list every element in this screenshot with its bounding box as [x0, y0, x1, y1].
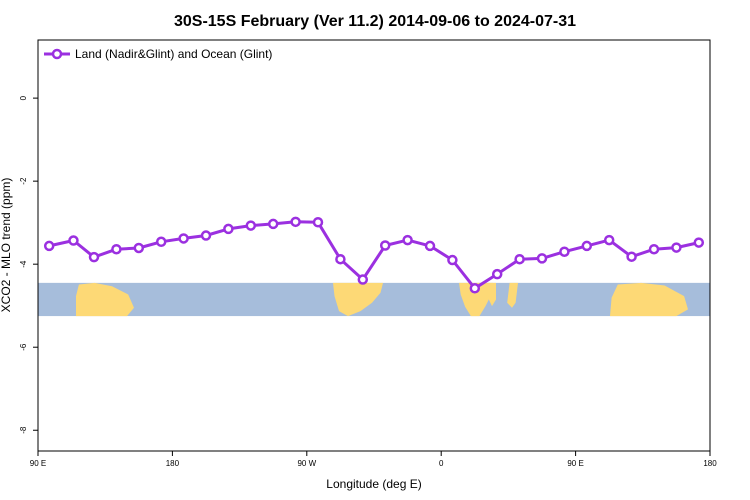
data-point: [88, 251, 100, 263]
data-point: [200, 230, 212, 241]
data-point: [133, 242, 145, 254]
data-point: [68, 235, 79, 246]
legend-entry-label: Land (Nadir&Glint) and Ocean (Glint): [75, 47, 272, 61]
data-point: [245, 220, 257, 231]
data-point: [178, 233, 189, 244]
plot-frame: [37, 39, 711, 452]
y-tick-label: -4: [19, 260, 28, 268]
data-point: [514, 253, 525, 265]
data-point: [536, 253, 548, 264]
data-point: [290, 216, 301, 228]
data-point: [357, 274, 369, 285]
data-point: [155, 236, 167, 248]
data-point: [603, 234, 615, 246]
data-point: [379, 240, 391, 251]
data-point: [402, 234, 413, 246]
land-africa: [459, 282, 493, 317]
land-southern-africa-east: [488, 282, 496, 307]
data-point: [469, 283, 481, 294]
data-point: [111, 243, 122, 255]
land-ocean-band: [38, 282, 710, 317]
land-australia-east: [610, 282, 688, 317]
x-tick-label: 180: [166, 459, 180, 468]
land-australia: [76, 282, 134, 317]
land-south-america: [333, 282, 383, 317]
x-tick-label: 90 E: [567, 459, 583, 468]
data-point: [335, 253, 346, 265]
data-point: [424, 240, 436, 252]
legend-marker-swatch: [51, 48, 63, 60]
data-point: [693, 237, 705, 248]
data-point: [491, 268, 503, 280]
series-line: [48, 220, 700, 290]
data-point: [223, 223, 234, 235]
x-axis: 90 E 180 90 W 0 90 E 180: [30, 451, 717, 468]
x-tick-label: 90 E: [30, 459, 46, 468]
data-point: [626, 251, 637, 262]
x-tick-label: 180: [703, 459, 717, 468]
data-point: [43, 240, 55, 252]
data-point: [267, 218, 279, 230]
y-tick-label: -8: [19, 426, 28, 434]
data-point: [671, 242, 682, 253]
series-layer: [43, 216, 705, 294]
x-tick-label: 0: [439, 459, 444, 468]
y-tick-label: -6: [19, 343, 28, 351]
land-madagascar: [507, 282, 518, 308]
y-tick-label: 0: [19, 95, 28, 100]
data-point: [312, 217, 324, 228]
x-axis-label: Longitude (deg E): [326, 477, 421, 491]
data-point: [559, 246, 570, 257]
data-point: [581, 240, 593, 252]
x-tick-label: 90 W: [297, 459, 316, 468]
y-tick-label: -2: [19, 177, 28, 185]
data-point: [648, 243, 660, 255]
y-axis-label: XCO2 - MLO trend (ppm): [0, 178, 13, 313]
chart-title: 30S-15S February (Ver 11.2) 2014-09-06 t…: [174, 13, 576, 30]
y-axis: 0 -2 -4 -6 -8: [19, 95, 38, 434]
data-point: [447, 254, 458, 266]
legend: Land (Nadir&Glint) and Ocean (Glint): [44, 47, 272, 61]
